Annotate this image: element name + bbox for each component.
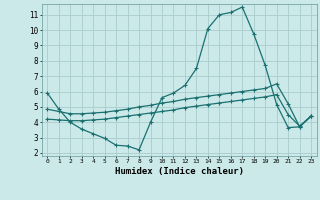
X-axis label: Humidex (Indice chaleur): Humidex (Indice chaleur) — [115, 167, 244, 176]
